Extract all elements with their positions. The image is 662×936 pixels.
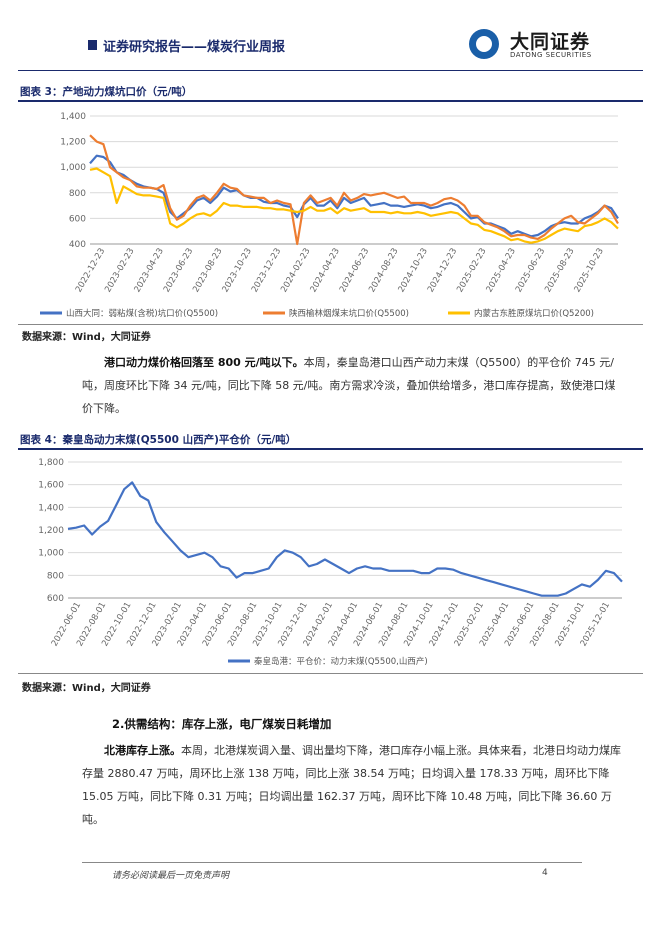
y-tick-label: 400 xyxy=(69,240,86,250)
x-tick-label: 2024-08-23 xyxy=(367,247,400,295)
paragraph-north-port-stock: 北港库存上涨。本周，北港煤炭调入量、调出量均下降，港口库存小幅上涨。具体来看，北… xyxy=(82,739,622,831)
y-tick-label: 1,200 xyxy=(60,138,86,148)
header-divider xyxy=(18,70,643,71)
report-header-title: 证券研究报告——煤炭行业周报 xyxy=(103,40,286,55)
paragraph-port-price-lead: 港口动力煤价格回落至 800 元/吨以下。 xyxy=(104,356,304,369)
x-tick-label: 2025-02-23 xyxy=(455,247,488,295)
x-tick-label: 2024-10-23 xyxy=(397,247,430,295)
figure3-source: 数据来源：Wind，大同证券 xyxy=(22,332,151,343)
logo-chinese-text: 大同证券 xyxy=(510,31,591,53)
paragraph-port-price-body: 本周，秦皇岛港口山西产动力末煤（Q5500）的平仓价 745 元/吨，周度环比下… xyxy=(82,356,616,415)
y-tick-label: 1,200 xyxy=(38,526,64,536)
legend-label: 陕西榆林烟煤末坑口价(Q5500) xyxy=(289,308,409,319)
x-tick-label: 2025-04-23 xyxy=(485,247,518,295)
x-tick-label: 2023-10-23 xyxy=(221,246,254,294)
series-line xyxy=(89,167,619,244)
x-tick-label: 2024-04-23 xyxy=(309,247,342,295)
section2-title: 2.供需结构：库存上涨，电厂煤炭日耗增加 xyxy=(112,717,332,731)
x-tick-label: 2024-02-23 xyxy=(279,247,312,295)
footer-divider xyxy=(82,862,582,863)
datong-logo-icon xyxy=(469,29,499,59)
figure4-source: 数据来源：Wind，大同证券 xyxy=(22,683,151,694)
y-tick-label: 1,000 xyxy=(38,549,64,559)
x-tick-label: 2023-02-23 xyxy=(103,247,136,295)
page-number: 4 xyxy=(542,868,548,878)
x-tick-label: 2025-08-23 xyxy=(543,247,576,295)
x-tick-label: 2024-12-23 xyxy=(426,247,459,295)
series-line xyxy=(89,154,619,238)
figure3-top-rule xyxy=(18,100,643,102)
x-tick-label: 2023-06-23 xyxy=(162,247,195,295)
header-square-marker xyxy=(88,40,97,50)
y-tick-label: 1,000 xyxy=(60,163,86,173)
series-line xyxy=(89,134,619,246)
figure4-chart: 6008001,0001,2001,4001,6001,8002022-06-0… xyxy=(38,458,623,667)
footer-disclaimer: 请务必阅读最后一页免责声明 xyxy=(112,871,230,881)
paragraph-north-port-stock-body: 本周，北港煤炭调入量、调出量均下降，港口库存小幅上涨。具体来看，北港日均动力煤库… xyxy=(82,744,621,826)
y-tick-label: 600 xyxy=(47,594,64,604)
paragraph-north-port-stock-lead: 北港库存上涨。 xyxy=(104,744,181,757)
figure3-title: 图表 3：产地动力煤坑口价（元/吨） xyxy=(20,86,193,98)
x-tick-label: 2024-06-23 xyxy=(338,247,371,295)
datong-securities-logo: 大同证券 DATONG SECURITIES xyxy=(466,24,606,64)
series-line xyxy=(67,481,623,597)
y-tick-label: 800 xyxy=(47,571,64,581)
x-tick-label: 2022-12-23 xyxy=(74,247,107,295)
figure4-title: 图表 4：秦皇岛动力末煤(Q5500 山西产)平仓价（元/吨） xyxy=(20,434,297,446)
figure4-top-rule xyxy=(18,448,643,450)
y-tick-label: 600 xyxy=(69,214,86,224)
y-tick-label: 1,600 xyxy=(38,481,64,491)
x-tick-label: 2025-06-23 xyxy=(514,247,547,295)
legend-label: 山西大同：弱粘煤(含税)坑口价(Q5500) xyxy=(66,308,218,319)
y-tick-label: 800 xyxy=(69,189,86,199)
y-tick-label: 1,800 xyxy=(38,458,64,468)
x-tick-label: 2023-04-23 xyxy=(133,247,166,295)
figure3-bottom-rule xyxy=(18,324,643,325)
figure4-bottom-rule xyxy=(18,673,643,674)
x-tick-label: 2023-12-23 xyxy=(250,247,283,295)
x-tick-label: 2023-08-23 xyxy=(191,247,224,295)
x-tick-label: 2025-10-23 xyxy=(573,247,606,295)
legend-label: 内蒙古东胜原煤坑口价(Q5200) xyxy=(474,308,594,319)
paragraph-port-price: 港口动力煤价格回落至 800 元/吨以下。本周，秦皇岛港口山西产动力末煤（Q55… xyxy=(82,351,622,420)
figure3-chart: 4006008001,0001,2001,4002022-12-232023-0… xyxy=(40,112,619,319)
y-tick-label: 1,400 xyxy=(60,112,86,122)
legend-label: 秦皇岛港：平仓价：动力末煤(Q5500,山西产) xyxy=(254,656,428,667)
y-tick-label: 1,400 xyxy=(38,503,64,513)
logo-english-text: DATONG SECURITIES xyxy=(510,51,592,59)
